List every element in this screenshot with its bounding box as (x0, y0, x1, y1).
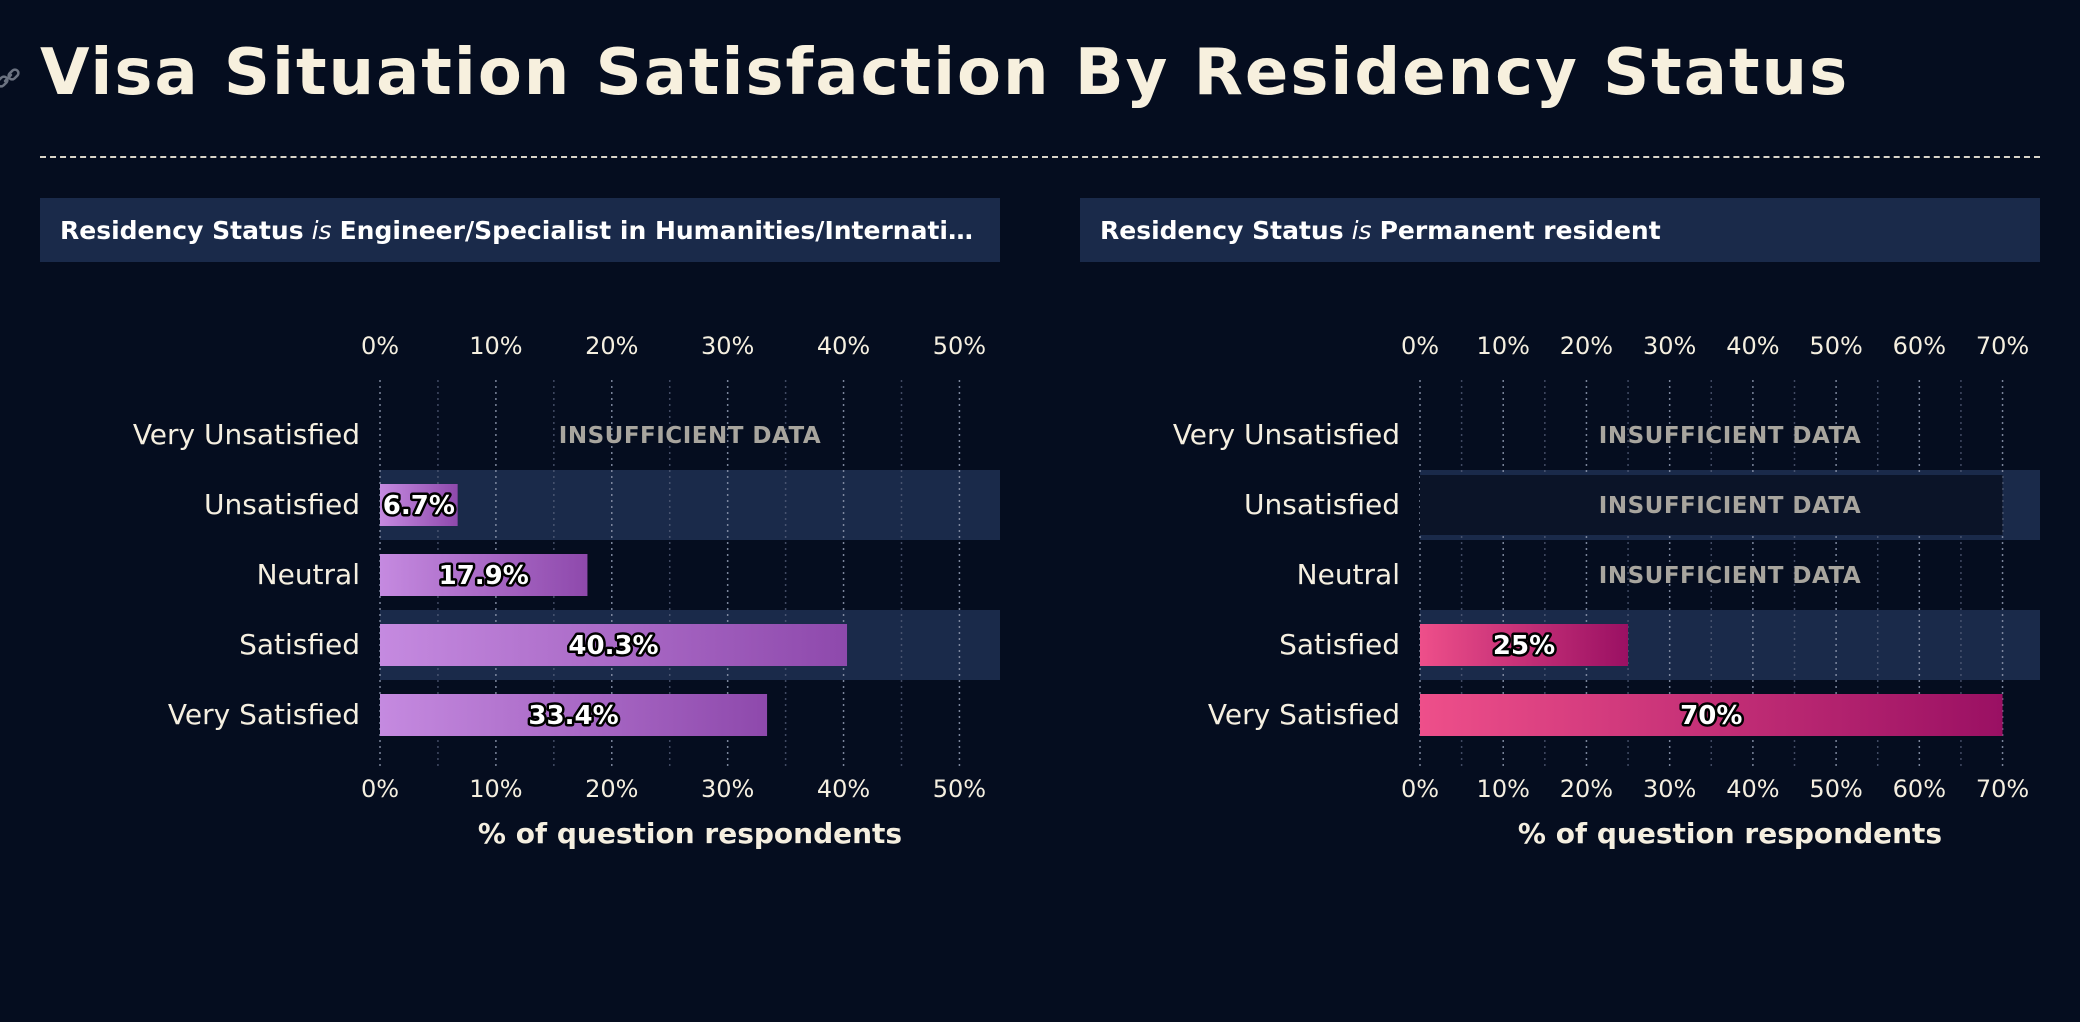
category-label: Very Satisfied (168, 698, 360, 731)
bar (380, 624, 848, 666)
bar-value-label: 17.9% (439, 561, 529, 591)
x-tick-label-top: 20% (585, 332, 638, 360)
bar-value-label: 33.4% (528, 701, 618, 731)
x-tick-label-top: 30% (701, 332, 754, 360)
bar (1420, 624, 1629, 666)
x-axis-label: % of question respondents (478, 817, 902, 850)
category-label: Very Satisfied (1208, 698, 1400, 731)
category-label: Unsatisfied (1244, 488, 1400, 521)
x-tick-label-top: 60% (1893, 332, 1946, 360)
category-label: Neutral (1297, 558, 1400, 591)
insufficient-data-label: INSUFFICIENT DATA (1599, 493, 1861, 519)
x-tick-label-bottom: 50% (933, 775, 986, 803)
x-tick-label-top: 40% (817, 332, 870, 360)
insufficient-data-label: INSUFFICIENT DATA (1599, 423, 1861, 449)
x-tick-label-top: 50% (933, 332, 986, 360)
bar (380, 484, 458, 526)
filter-op: is (311, 215, 332, 245)
x-tick-label-top: 20% (1560, 332, 1613, 360)
x-tick-label-top: 50% (1809, 332, 1862, 360)
x-tick-label-bottom: 0% (361, 775, 399, 803)
x-tick-label-top: 0% (361, 332, 399, 360)
category-label: Satisfied (1279, 628, 1400, 661)
x-tick-label-bottom: 10% (469, 775, 522, 803)
bar-value-label: 70% (1680, 701, 1742, 731)
panel-header-right: Residency Status is Permanent resident (1080, 198, 2040, 262)
category-label: Very Unsatisfied (133, 418, 360, 451)
x-tick-label-top: 70% (1976, 332, 2029, 360)
x-tick-label-bottom: 20% (1560, 775, 1613, 803)
chart-right: 0% 0% 10% 10% 20% 20% 30% 30% 40% 40% 50% 50% 60% 60%… (1173, 332, 2040, 850)
title-divider (40, 156, 2040, 158)
x-tick-label-top: 10% (469, 332, 522, 360)
x-tick-label-bottom: 40% (1726, 775, 1779, 803)
bar (1420, 694, 2003, 736)
x-tick-label-bottom: 40% (817, 775, 870, 803)
link-icon[interactable] (0, 64, 22, 92)
category-label: Satisfied (239, 628, 360, 661)
x-tick-label-bottom: 50% (1809, 775, 1862, 803)
x-tick-label-bottom: 10% (1477, 775, 1530, 803)
bar (380, 694, 768, 736)
x-tick-label-bottom: 30% (1643, 775, 1696, 803)
category-label: Neutral (257, 558, 360, 591)
x-tick-label-bottom: 30% (701, 775, 754, 803)
x-tick-label-bottom: 0% (1401, 775, 1439, 803)
filter-key: Residency Status (60, 215, 304, 245)
x-tick-label-top: 40% (1726, 332, 1779, 360)
insufficient-data-label: INSUFFICIENT DATA (559, 423, 821, 449)
bar-value-label: 6.7% (383, 491, 455, 521)
x-tick-label-top: 30% (1643, 332, 1696, 360)
x-tick-label-bottom: 70% (1976, 775, 2029, 803)
x-tick-label-top: 10% (1477, 332, 1530, 360)
x-tick-label-top: 0% (1401, 332, 1439, 360)
category-label: Unsatisfied (204, 488, 360, 521)
category-label: Very Unsatisfied (1173, 418, 1400, 451)
x-axis-label: % of question respondents (1518, 817, 1942, 850)
bar (380, 554, 588, 596)
filter-op: is (1351, 215, 1372, 245)
panel-header-left: Residency Status is Engineer/Specialist … (40, 198, 1000, 262)
page-title: Visa Situation Satisfaction By Residency… (40, 36, 1850, 110)
row-band (380, 470, 1000, 540)
bar-value-label: 25% (1493, 631, 1555, 661)
chart-left: 0% 0% 10% 10% 20% 20% 30% 30% 40% 40% 50% 50% Very U… (133, 332, 1000, 850)
bar-value-label: 40.3% (568, 631, 658, 661)
insufficient-shade (1420, 475, 2003, 535)
filter-key: Residency Status (1100, 215, 1344, 245)
x-tick-label-bottom: 60% (1893, 775, 1946, 803)
x-tick-label-bottom: 20% (585, 775, 638, 803)
insufficient-data-label: INSUFFICIENT DATA (1599, 563, 1861, 589)
